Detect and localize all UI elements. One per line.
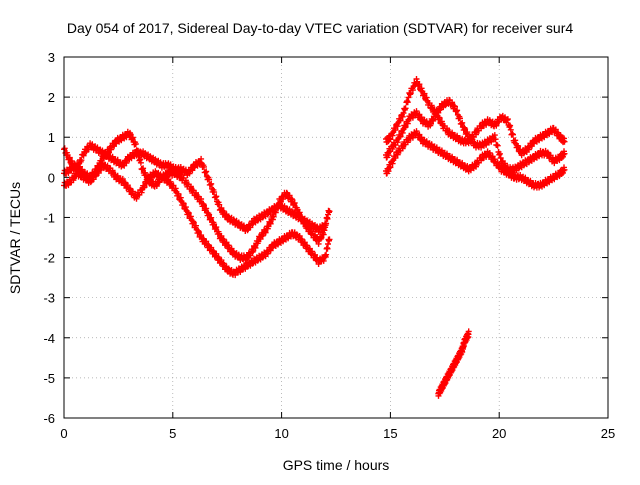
data-series: [383, 76, 568, 159]
marker-layer: [61, 76, 568, 399]
data-series: [61, 160, 333, 279]
x-tick-label: 0: [60, 426, 67, 441]
data-series: [435, 328, 472, 399]
x-tick-label: 10: [274, 426, 288, 441]
grid-layer: [64, 57, 608, 418]
x-tick-label: 25: [601, 426, 615, 441]
y-tick-label: -4: [43, 331, 55, 346]
data-point-markers: [435, 328, 472, 399]
data-series: [383, 128, 568, 191]
y-tick-label: 1: [48, 130, 55, 145]
data-point-markers: [383, 76, 568, 159]
x-axis-label: GPS time / hours: [283, 457, 390, 473]
plot-frame: [63, 56, 609, 419]
y-tick-label: -3: [43, 291, 55, 306]
x-tick-label: 15: [383, 426, 397, 441]
y-tick-label: -6: [43, 411, 55, 426]
y-tick-label: 2: [48, 90, 55, 105]
y-tick-label: 0: [48, 170, 55, 185]
y-axis-label: SDTVAR / TECUs: [7, 182, 23, 294]
y-tick-label: -5: [43, 371, 55, 386]
data-point-markers: [383, 128, 568, 191]
y-tick-label: -2: [43, 251, 55, 266]
chart-title: Day 054 of 2017, Sidereal Day-to-day VTE…: [67, 20, 573, 36]
y-tick-label: 3: [48, 50, 55, 65]
data-point-markers: [383, 96, 568, 175]
data-point-markers: [61, 160, 333, 279]
x-tick-label: 5: [169, 426, 176, 441]
data-series: [383, 96, 568, 175]
x-tick-label: 20: [492, 426, 506, 441]
tick-layer: 0 5 10 15 20 25 -6 -5 -4 -3 -2 -1 0 1 2 3: [43, 50, 615, 441]
y-tick-label: -1: [43, 210, 55, 225]
